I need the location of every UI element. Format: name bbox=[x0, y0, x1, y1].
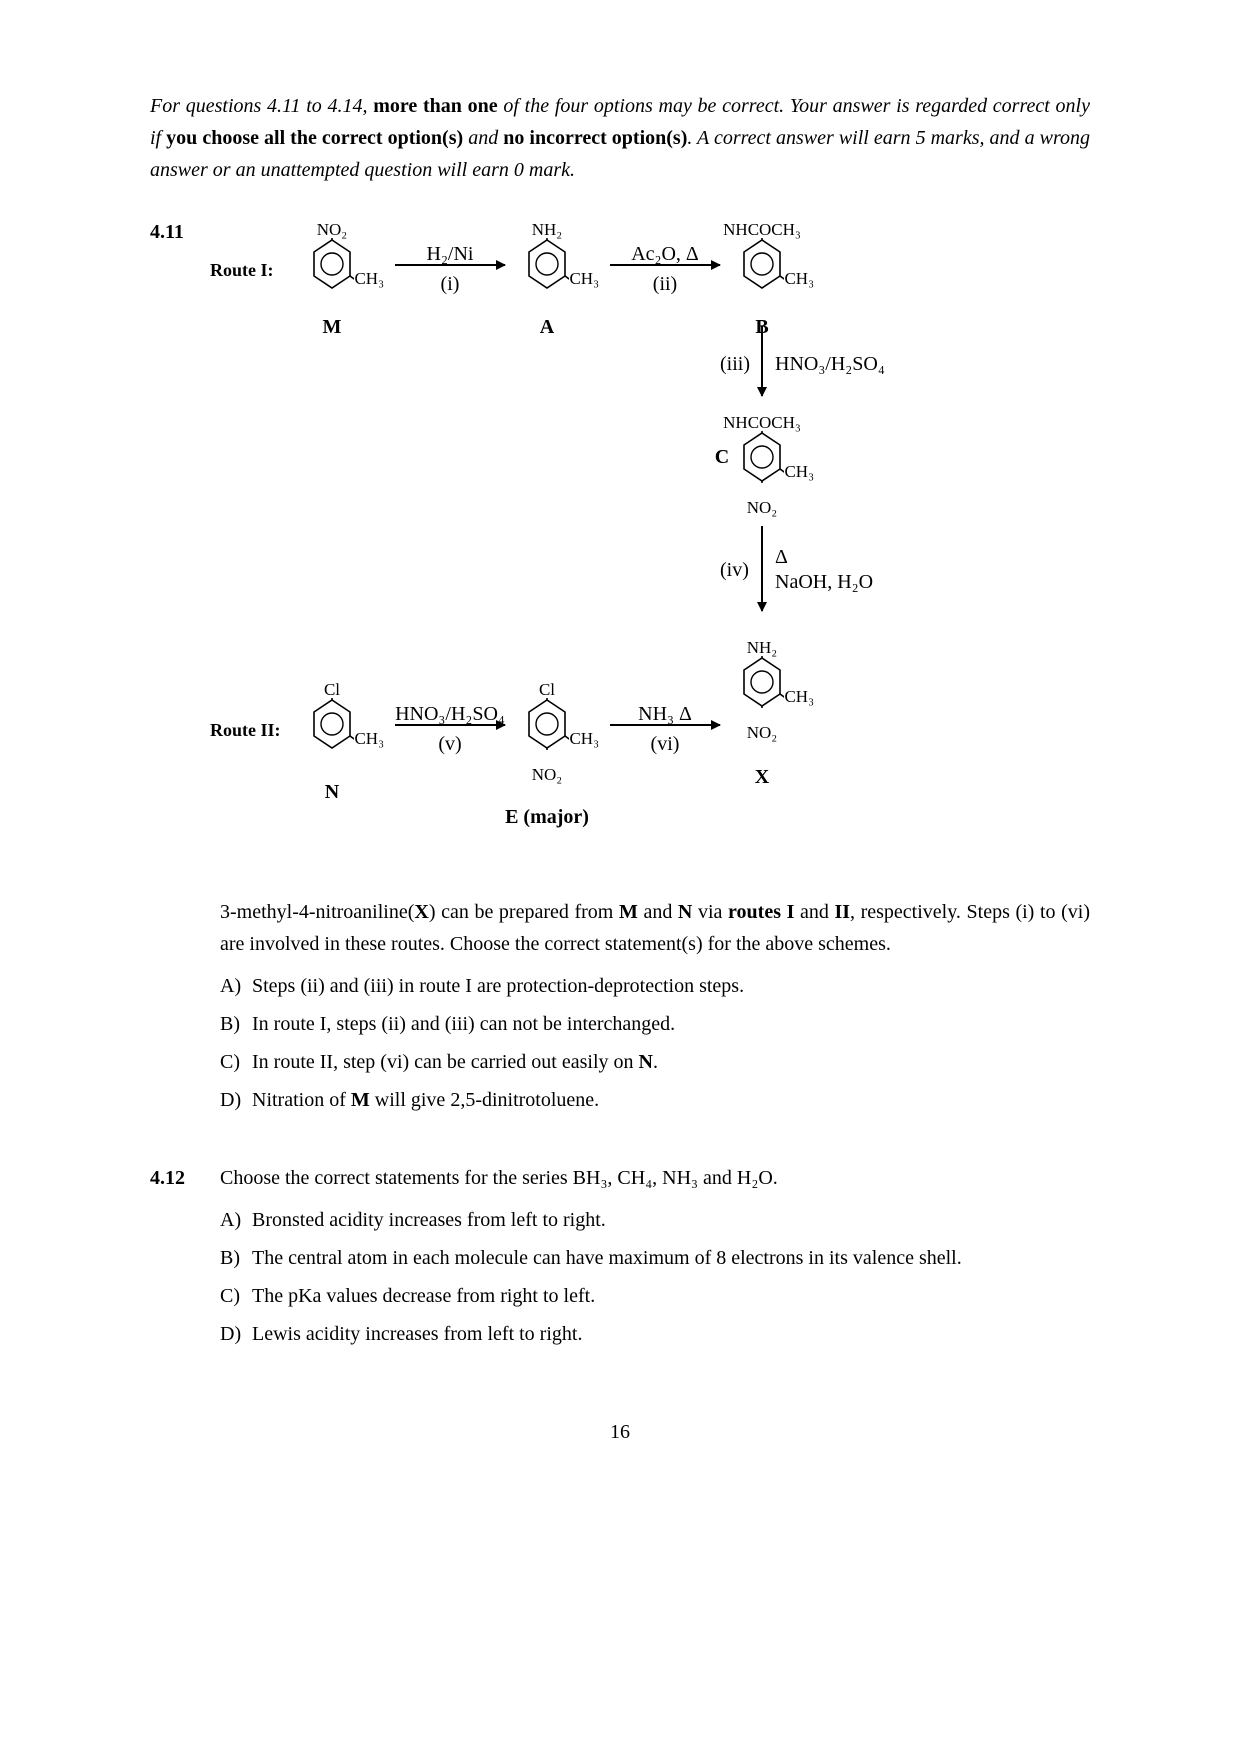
group-label: CH₃ bbox=[784, 683, 814, 710]
arrow-label: HNO₃/H₂SO₄ bbox=[775, 348, 885, 380]
group-label: CH₃ bbox=[784, 265, 814, 292]
option-letter: C) bbox=[220, 1046, 252, 1078]
reaction-scheme: Route I: NO₂ CH₃ M H₂/Ni (i) NH₂ CH₃ A A… bbox=[220, 216, 1090, 876]
question-body: Choose the correct statements for the se… bbox=[220, 1162, 1090, 1356]
arrow-label: (v) bbox=[438, 728, 461, 760]
arrow-label: (vi) bbox=[651, 728, 680, 760]
option-text: In route II, step (vi) can be carried ou… bbox=[252, 1046, 1090, 1078]
group-label: CH₃ bbox=[569, 265, 599, 292]
option-A: A) Bronsted acidity increases from left … bbox=[220, 1204, 1090, 1236]
arrow-step-iii bbox=[761, 326, 763, 396]
group-label: CH₃ bbox=[569, 725, 599, 752]
compound-label: A bbox=[540, 311, 554, 343]
group-label: CH₃ bbox=[784, 458, 814, 485]
group-label: CH₃ bbox=[354, 265, 384, 292]
arrow-label: H₂/Ni bbox=[427, 238, 474, 270]
arrow-label: Ac₂O, Δ bbox=[631, 238, 699, 270]
arrow-label: (iv) bbox=[720, 554, 749, 586]
compound-M: NO₂ CH₃ bbox=[310, 238, 354, 298]
compound-label: X bbox=[755, 761, 769, 793]
option-D: D) Lewis acidity increases from left to … bbox=[220, 1318, 1090, 1350]
compound-B: NHCOCH₃ CH₃ bbox=[740, 238, 784, 298]
benzene-icon bbox=[740, 238, 784, 290]
arrow-label: (ii) bbox=[653, 268, 677, 300]
option-C: C) In route II, step (vi) can be carried… bbox=[220, 1046, 1090, 1078]
option-text: Lewis acidity increases from left to rig… bbox=[252, 1318, 1090, 1350]
options-list: A) Steps (ii) and (iii) in route I are p… bbox=[220, 970, 1090, 1116]
question-statement: Choose the correct statements for the se… bbox=[220, 1162, 1090, 1194]
question-number: 4.11 bbox=[150, 216, 220, 1122]
compound-label: E (major) bbox=[505, 801, 589, 833]
benzene-icon bbox=[310, 698, 354, 750]
compound-N: Cl CH₃ bbox=[310, 698, 354, 758]
group-label: Cl bbox=[324, 676, 340, 703]
page-number: 16 bbox=[150, 1416, 1090, 1448]
option-letter: A) bbox=[220, 1204, 252, 1236]
option-letter: A) bbox=[220, 970, 252, 1002]
arrow-label: NaOH, H₂O bbox=[775, 566, 873, 598]
compound-A: NH₂ CH₃ bbox=[525, 238, 569, 298]
arrow-label: HNO₃/H₂SO₄ bbox=[395, 698, 505, 730]
group-label: NHCOCH₃ bbox=[723, 216, 801, 243]
benzene-icon bbox=[525, 238, 569, 290]
benzene-icon bbox=[525, 698, 569, 750]
route-1-label: Route I: bbox=[210, 256, 274, 285]
group-label: NH₂ bbox=[747, 634, 777, 661]
question-4-11: 4.11 Route I: NO₂ CH₃ M H₂/Ni (i) NH₂ CH… bbox=[150, 216, 1090, 1122]
option-text: Steps (ii) and (iii) in route I are prot… bbox=[252, 970, 1090, 1002]
group-label: NHCOCH₃ bbox=[723, 409, 801, 436]
question-number: 4.12 bbox=[150, 1162, 220, 1356]
route-2-label: Route II: bbox=[210, 716, 281, 745]
options-list: A) Bronsted acidity increases from left … bbox=[220, 1204, 1090, 1350]
option-letter: D) bbox=[220, 1318, 252, 1350]
option-text: The central atom in each molecule can ha… bbox=[252, 1242, 1090, 1274]
option-letter: C) bbox=[220, 1280, 252, 1312]
group-label: CH₃ bbox=[354, 725, 384, 752]
compound-label: M bbox=[323, 311, 342, 343]
option-B: B) In route I, steps (ii) and (iii) can … bbox=[220, 1008, 1090, 1040]
option-text: In route I, steps (ii) and (iii) can not… bbox=[252, 1008, 1090, 1040]
arrow-step-iv bbox=[761, 526, 763, 611]
compound-X: NH₂ CH₃ NO₂ bbox=[740, 656, 784, 716]
compound-label: C bbox=[715, 441, 729, 473]
group-label: NH₂ bbox=[532, 216, 562, 243]
option-letter: D) bbox=[220, 1084, 252, 1116]
compound-label: N bbox=[325, 776, 339, 808]
question-body: Route I: NO₂ CH₃ M H₂/Ni (i) NH₂ CH₃ A A… bbox=[220, 216, 1090, 1122]
option-text: Bronsted acidity increases from left to … bbox=[252, 1204, 1090, 1236]
benzene-icon bbox=[740, 656, 784, 708]
question-statement: 3-methyl-4-nitroaniline(X) can be prepar… bbox=[220, 896, 1090, 960]
group-label: NO₂ bbox=[317, 216, 347, 243]
question-4-12: 4.12 Choose the correct statements for t… bbox=[150, 1162, 1090, 1356]
option-letter: B) bbox=[220, 1008, 252, 1040]
compound-C: NHCOCH₃ CH₃ NO₂ bbox=[740, 431, 784, 491]
option-C: C) The pKa values decrease from right to… bbox=[220, 1280, 1090, 1312]
option-B: B) The central atom in each molecule can… bbox=[220, 1242, 1090, 1274]
benzene-icon bbox=[310, 238, 354, 290]
group-label: Cl bbox=[539, 676, 555, 703]
option-D: D) Nitration of M will give 2,5-dinitrot… bbox=[220, 1084, 1090, 1116]
instructions-paragraph: For questions 4.11 to 4.14, more than on… bbox=[150, 90, 1090, 186]
arrow-label: (iii) bbox=[720, 348, 750, 380]
option-A: A) Steps (ii) and (iii) in route I are p… bbox=[220, 970, 1090, 1002]
group-label: NO₂ bbox=[747, 719, 777, 746]
arrow-label: NH₃ Δ bbox=[638, 698, 692, 730]
option-letter: B) bbox=[220, 1242, 252, 1274]
option-text: The pKa values decrease from right to le… bbox=[252, 1280, 1090, 1312]
benzene-icon bbox=[740, 431, 784, 483]
group-label: NO₂ bbox=[532, 761, 562, 788]
arrow-label: (i) bbox=[441, 268, 460, 300]
group-label: NO₂ bbox=[747, 494, 777, 521]
option-text: Nitration of M will give 2,5-dinitrotolu… bbox=[252, 1084, 1090, 1116]
compound-E: Cl CH₃ NO₂ bbox=[525, 698, 569, 758]
